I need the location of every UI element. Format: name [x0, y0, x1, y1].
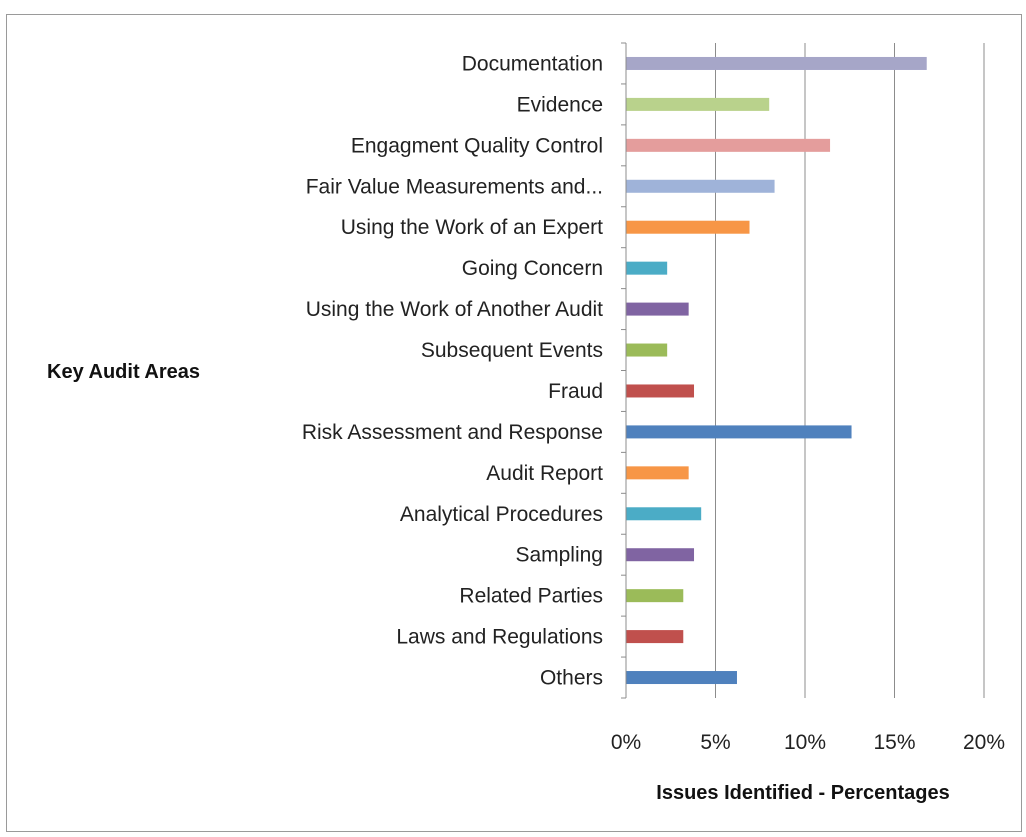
- bar: [626, 261, 668, 275]
- bar: [626, 425, 852, 439]
- category-label: Using the Work of an Expert: [341, 216, 603, 239]
- bar: [626, 302, 689, 316]
- x-tick-labels: 0% 5% 10% 15% 20%: [611, 731, 1005, 754]
- bar: [626, 56, 927, 70]
- category-label: Others: [540, 667, 603, 690]
- x-tick-label: 0%: [611, 731, 641, 754]
- category-label: Going Concern: [462, 257, 603, 280]
- x-axis-title: Issues Identified - Percentages: [656, 782, 949, 804]
- gridlines: [621, 42, 985, 699]
- bar: [626, 466, 689, 480]
- category-label: Subsequent Events: [421, 339, 603, 362]
- bar: [626, 179, 775, 193]
- category-label: Laws and Regulations: [396, 626, 603, 649]
- chart-frame: [6, 14, 1022, 832]
- bar: [626, 507, 702, 521]
- bar: [626, 548, 695, 562]
- category-label: Audit Report: [486, 462, 603, 485]
- category-label: Fair Value Measurements and...: [306, 175, 603, 198]
- bars: [626, 56, 927, 685]
- category-label: Using the Work of Another Audit: [306, 298, 603, 321]
- category-label: Fraud: [548, 380, 603, 403]
- category-label: Documentation: [462, 52, 603, 75]
- x-tick-label: 5%: [700, 731, 730, 754]
- category-label: Evidence: [517, 93, 603, 116]
- x-tick-label: 15%: [873, 731, 915, 754]
- category-label: Analytical Procedures: [400, 503, 603, 526]
- category-label: Risk Assessment and Response: [302, 421, 603, 444]
- bar: [626, 589, 684, 603]
- category-label: Related Parties: [459, 585, 603, 608]
- bar: [626, 671, 737, 685]
- category-label: Engagment Quality Control: [351, 134, 603, 157]
- bar: [626, 138, 831, 152]
- bar: [626, 630, 684, 644]
- x-tick-label: 10%: [784, 731, 826, 754]
- x-tick-label: 20%: [963, 731, 1005, 754]
- bar: [626, 97, 770, 111]
- bar: [626, 220, 750, 234]
- y-axis-title: Key Audit Areas: [47, 361, 200, 383]
- bar: [626, 343, 668, 357]
- bar: [626, 384, 695, 398]
- category-label: Sampling: [515, 544, 603, 567]
- category-labels: Documentation Evidence Engagment Quality C…: [302, 52, 603, 689]
